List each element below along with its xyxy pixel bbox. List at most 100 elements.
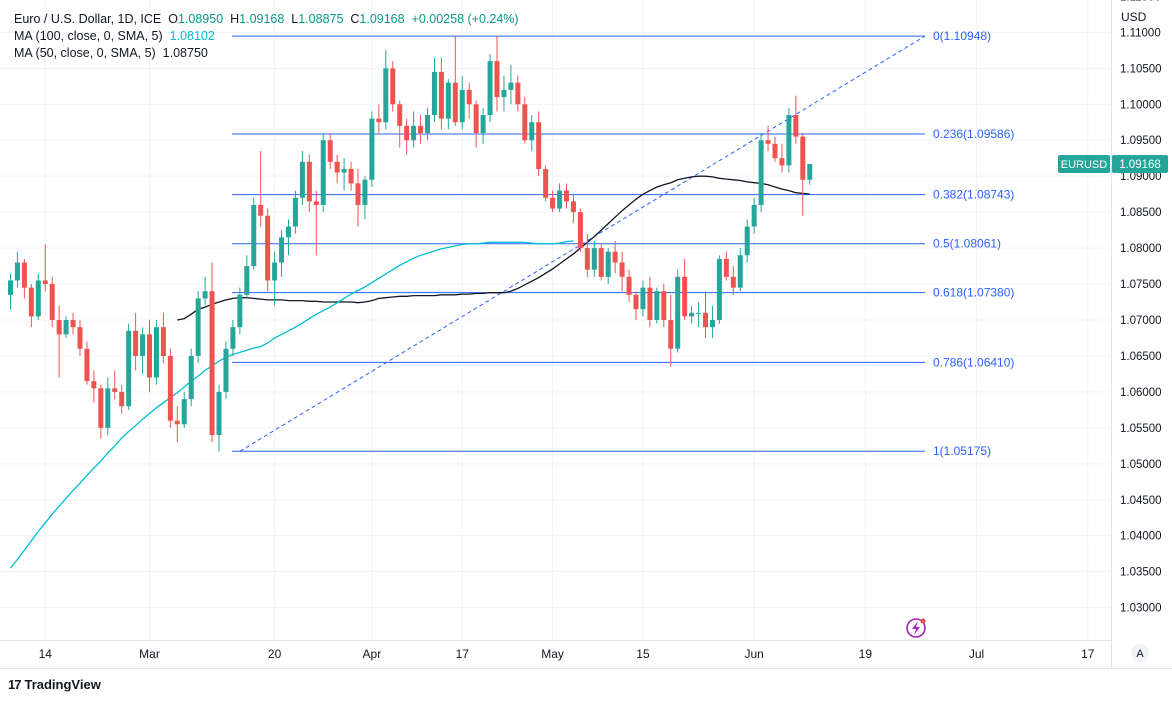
candle	[675, 269, 681, 353]
candle-body	[598, 248, 604, 277]
candle	[8, 273, 13, 310]
candle-body	[626, 276, 632, 295]
candle	[536, 111, 542, 177]
candle	[105, 377, 111, 436]
candle	[772, 136, 778, 162]
candle-body	[84, 348, 90, 382]
candle-body	[42, 280, 48, 285]
legend-ma50-row[interactable]: MA (50, close, 0, SMA, 5) 1.08750	[14, 45, 519, 62]
candle	[501, 75, 507, 112]
price-tick-label: 1.11000	[1120, 27, 1161, 39]
candle-body	[258, 204, 264, 216]
candle-body	[633, 294, 639, 310]
candle-body	[174, 420, 180, 425]
candle-body	[501, 89, 507, 98]
candle-body	[696, 312, 702, 314]
candle	[348, 161, 354, 191]
auto-scale-button[interactable]	[1131, 644, 1149, 662]
time-tick-label: Jul	[969, 647, 984, 661]
candle	[466, 82, 472, 119]
candle-body	[320, 140, 326, 205]
candle-body	[779, 158, 785, 166]
candle	[63, 316, 69, 338]
lightning-icon[interactable]	[906, 618, 926, 638]
candle-body	[661, 291, 667, 320]
candle	[557, 183, 563, 213]
candle	[140, 327, 146, 374]
price-tick-label: 1.08500	[1120, 207, 1162, 219]
candle-body	[425, 115, 430, 134]
low-label: L	[291, 12, 299, 26]
candle	[160, 312, 166, 364]
candle-body	[216, 391, 222, 436]
candle-body	[682, 276, 688, 317]
time-tick-label: Mar	[139, 647, 160, 661]
price-tick-label: 1.04000	[1120, 531, 1162, 543]
candle	[765, 125, 771, 152]
legend-ma100-row[interactable]: MA (100, close, 0, SMA, 5) 1.08102	[14, 28, 519, 45]
price-tick-label: 1.03500	[1120, 567, 1162, 579]
candle-body	[508, 82, 514, 90]
candle-body	[77, 327, 83, 349]
candle	[320, 133, 326, 213]
candle	[494, 35, 500, 112]
candle	[195, 291, 201, 364]
candle	[299, 151, 305, 205]
low-value: 1.08875	[298, 12, 344, 26]
candle	[751, 197, 757, 234]
candle	[723, 251, 729, 281]
candle	[682, 258, 688, 320]
candle-body	[126, 330, 132, 407]
candle	[703, 291, 708, 338]
candle-body	[418, 125, 424, 134]
candle-body	[341, 168, 347, 173]
candle	[570, 194, 576, 223]
candle-body	[160, 327, 166, 356]
candle-body	[807, 163, 813, 180]
candle-body	[188, 355, 194, 400]
candle	[445, 79, 451, 130]
candle	[126, 323, 132, 410]
fibonacci-retracement[interactable]: 0(1.10948) 0.236(1.09586) 0.382(1.08743) 0.…	[232, 29, 1014, 458]
candle	[369, 111, 375, 187]
ma100-label: MA (100, close, 0, SMA, 5)	[14, 29, 163, 43]
candle-body	[723, 258, 729, 277]
candle	[70, 312, 76, 335]
candle	[42, 244, 48, 292]
candle-body	[56, 320, 62, 335]
symbol-label[interactable]: Euro / U.S. Dollar, 1D, ICE	[14, 12, 162, 26]
candle	[174, 406, 180, 443]
time-tick-label: 15	[636, 647, 650, 661]
time-tick-label: 17	[1081, 647, 1095, 661]
candle-body	[800, 136, 806, 180]
candle	[147, 320, 152, 392]
price-tick-label: 1.10500	[1120, 63, 1162, 75]
candle-body	[348, 168, 354, 184]
open-label: O	[168, 12, 178, 26]
candle	[522, 97, 528, 144]
candle-body	[28, 287, 34, 317]
candle-body	[397, 104, 403, 126]
candle-body	[577, 212, 583, 249]
candle-body	[466, 89, 472, 105]
candle-body	[564, 190, 569, 202]
symbol-badge-label: EURUSD	[1061, 159, 1108, 171]
candle-body	[536, 122, 542, 169]
candle-body	[689, 312, 695, 317]
ma50-value: 1.08750	[162, 46, 208, 60]
candle	[633, 291, 639, 320]
candle-body	[230, 327, 236, 349]
candle-body	[292, 197, 298, 227]
candle-body	[181, 399, 187, 425]
candle	[411, 111, 417, 148]
tradingview-logo-icon: 17	[8, 677, 22, 692]
candle-body	[675, 276, 681, 349]
candle-body	[557, 190, 563, 209]
tradingview-brand[interactable]: 17 TradingView	[8, 677, 101, 692]
price-tick-label: 1.05000	[1120, 459, 1162, 471]
auto-scale-label[interactable]: A	[1136, 648, 1144, 660]
grid-lines	[0, 0, 1111, 640]
candle-body	[515, 82, 521, 105]
